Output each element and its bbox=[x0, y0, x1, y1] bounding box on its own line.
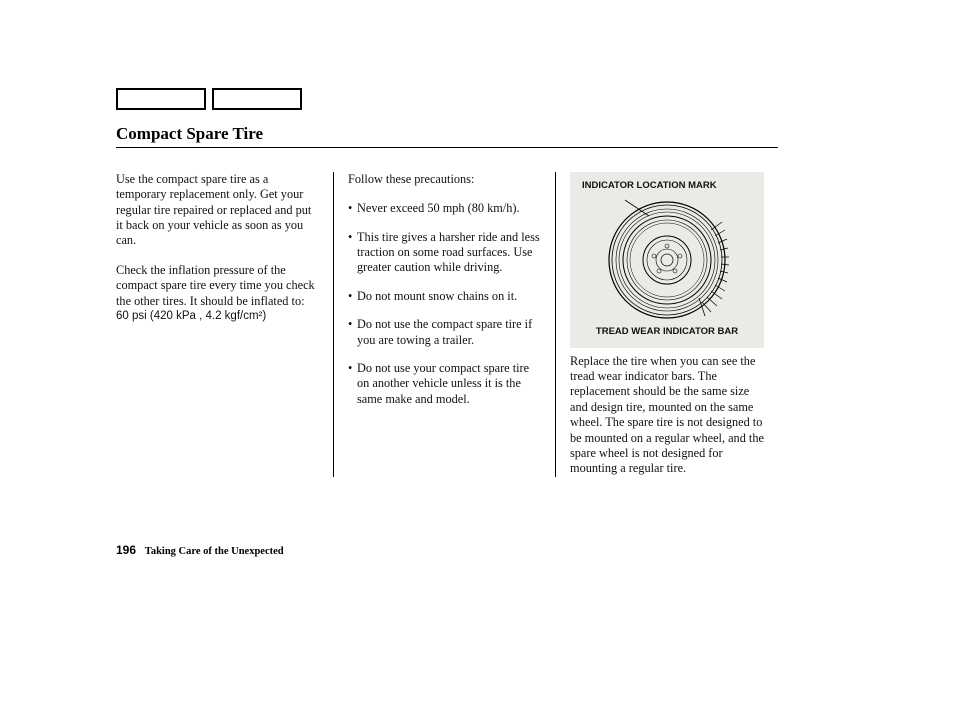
column-1: Use the compact spare tire as a temporar… bbox=[116, 172, 334, 477]
inflation-paragraph: Check the inflation pressure of the comp… bbox=[116, 263, 319, 309]
header-placeholder-boxes bbox=[116, 88, 778, 110]
psi-value: 60 psi (420 kPa , 4.2 kgf/cm²) bbox=[116, 309, 319, 323]
column-3: INDICATOR LOCATION MARK bbox=[556, 172, 778, 477]
precaution-item: Do not use the compact spare tire if you… bbox=[348, 317, 541, 348]
intro-paragraph: Use the compact spare tire as a temporar… bbox=[116, 172, 319, 249]
indicator-location-label: INDICATOR LOCATION MARK bbox=[576, 180, 758, 192]
chapter-title: Taking Care of the Unexpected bbox=[145, 546, 284, 557]
replacement-paragraph: Replace the tire when you can see the tr… bbox=[570, 354, 764, 477]
header-box-right bbox=[212, 88, 302, 110]
tire-diagram-box: INDICATOR LOCATION MARK bbox=[570, 172, 764, 348]
header-box-left bbox=[116, 88, 206, 110]
precautions-list: Never exceed 50 mph (80 km/h). This tire… bbox=[348, 201, 541, 407]
precaution-item: Do not use your compact spare tire on an… bbox=[348, 361, 541, 407]
tire-diagram-icon bbox=[577, 194, 757, 322]
precaution-item: Do not mount snow chains on it. bbox=[348, 289, 541, 304]
page-title: Compact Spare Tire bbox=[116, 124, 778, 148]
page-footer: 196 Taking Care of the Unexpected bbox=[116, 543, 284, 557]
content-columns: Use the compact spare tire as a temporar… bbox=[116, 172, 778, 477]
column-2: Follow these precautions: Never exceed 5… bbox=[334, 172, 556, 477]
tread-wear-label: TREAD WEAR INDICATOR BAR bbox=[576, 326, 758, 338]
precaution-item: This tire gives a harsher ride and less … bbox=[348, 230, 541, 276]
precautions-lead: Follow these precautions: bbox=[348, 172, 541, 187]
precaution-item: Never exceed 50 mph (80 km/h). bbox=[348, 201, 541, 216]
page-number: 196 bbox=[116, 543, 136, 557]
